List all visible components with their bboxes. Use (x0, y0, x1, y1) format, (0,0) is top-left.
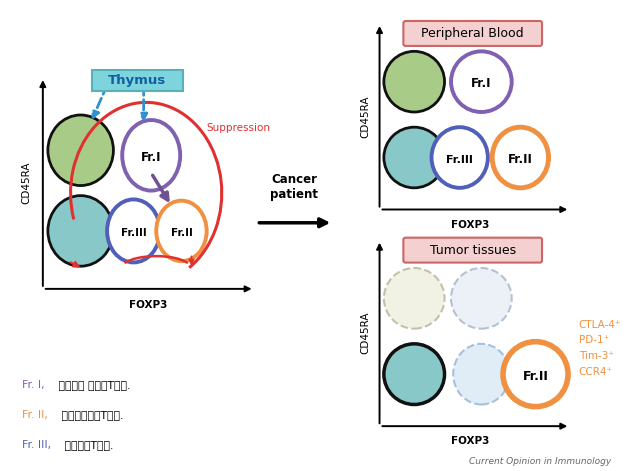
Text: Suppression: Suppression (207, 122, 271, 133)
FancyBboxPatch shape (403, 238, 542, 263)
Text: Fr.I: Fr.I (471, 77, 491, 90)
Ellipse shape (384, 127, 445, 188)
Text: CD45RA: CD45RA (360, 312, 370, 354)
Ellipse shape (492, 127, 549, 188)
Ellipse shape (451, 51, 512, 112)
Text: CD45RA: CD45RA (360, 95, 370, 138)
Text: Peripheral Blood: Peripheral Blood (421, 27, 524, 40)
Text: CTLA-4⁺
PD-1⁺
Tim-3⁺
CCR4⁺: CTLA-4⁺ PD-1⁺ Tim-3⁺ CCR4⁺ (579, 320, 621, 376)
Text: Fr. II,: Fr. II, (21, 410, 47, 420)
Ellipse shape (156, 201, 207, 261)
Text: FOXP3: FOXP3 (130, 300, 168, 310)
Ellipse shape (384, 51, 445, 112)
Text: Cancer
patient: Cancer patient (270, 172, 318, 201)
Ellipse shape (453, 344, 510, 405)
Text: Tumor tissues: Tumor tissues (430, 244, 516, 257)
FancyBboxPatch shape (92, 70, 183, 91)
Ellipse shape (451, 268, 512, 329)
Ellipse shape (107, 199, 160, 262)
Ellipse shape (122, 120, 180, 191)
Text: CD45RA: CD45RA (21, 162, 32, 204)
Ellipse shape (503, 341, 568, 406)
Text: Current Opinion in Immunology: Current Opinion in Immunology (469, 457, 611, 466)
Text: Thymus: Thymus (108, 74, 166, 87)
Text: 非制御性T細胞.: 非制御性T細胞. (61, 440, 113, 450)
Ellipse shape (384, 268, 445, 329)
Ellipse shape (48, 115, 113, 186)
Text: FOXP3: FOXP3 (451, 219, 490, 230)
Text: Fr. I,: Fr. I, (21, 380, 44, 390)
Ellipse shape (384, 344, 445, 405)
Text: Fr.II: Fr.II (171, 228, 192, 238)
Text: Fr. III,: Fr. III, (21, 440, 51, 450)
FancyBboxPatch shape (403, 21, 542, 46)
Text: Fr.I: Fr.I (141, 151, 161, 164)
Ellipse shape (432, 127, 488, 188)
Text: Fr.II: Fr.II (508, 153, 533, 166)
Text: ナイーブ 制御性T細胞.: ナイーブ 制御性T細胞. (55, 380, 130, 390)
Ellipse shape (48, 195, 113, 266)
Text: FOXP3: FOXP3 (451, 436, 490, 447)
Text: Fr.II: Fr.II (523, 370, 549, 383)
Text: Fr.III: Fr.III (121, 228, 146, 238)
Text: 活性化制御性T細胞.: 活性化制御性T細胞. (58, 410, 123, 420)
Text: Fr.III: Fr.III (446, 154, 473, 165)
